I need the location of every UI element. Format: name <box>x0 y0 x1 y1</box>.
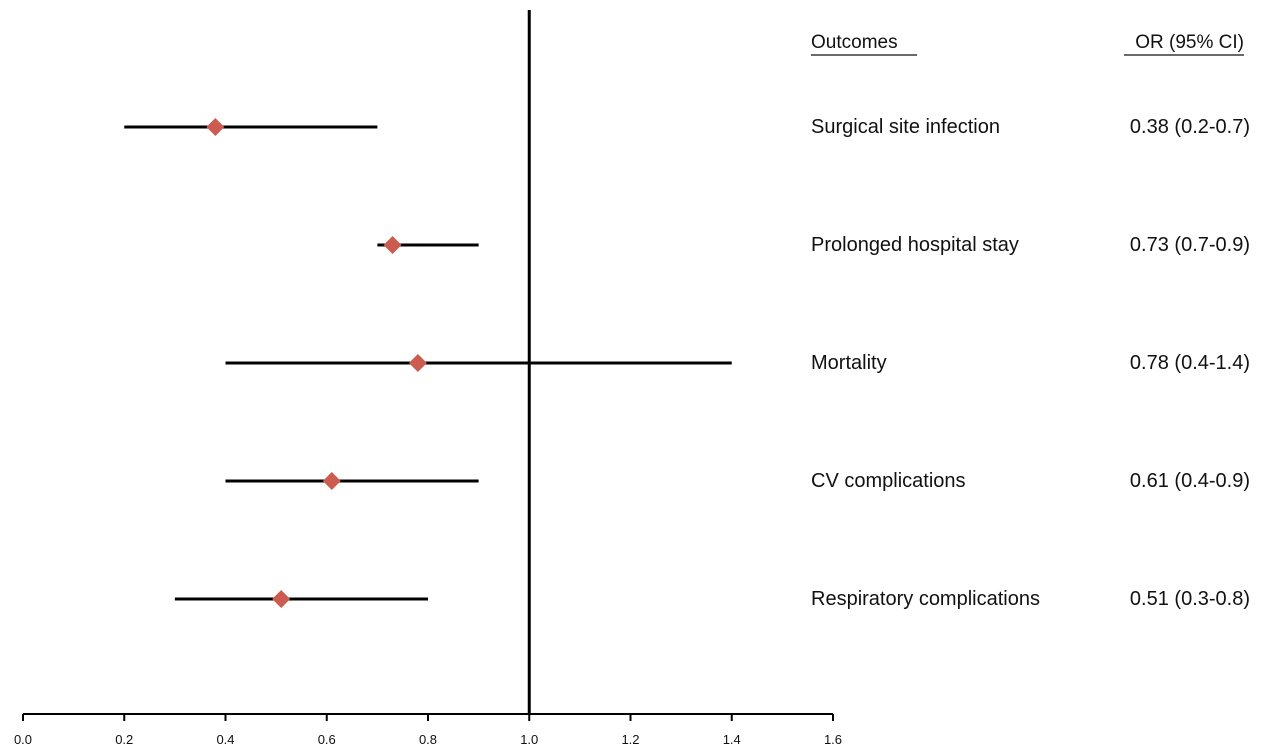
forest-row: Mortality 0.78 (0.4-1.4) <box>225 352 1250 374</box>
x-tick-label: 0.4 <box>216 732 234 747</box>
or-point-marker <box>206 118 225 136</box>
or-point-marker <box>322 472 341 490</box>
or-header: OR (95% CI) <box>1135 32 1244 53</box>
outcome-label: Prolonged hospital stay <box>811 234 1019 256</box>
or-ci-label: 0.51 (0.3-0.8) <box>1130 588 1250 610</box>
forest-row: Respiratory complications 0.51 (0.3-0.8) <box>174 588 1250 610</box>
outcome-label: Surgical site infection <box>811 116 1000 138</box>
forest-row: CV complications 0.61 (0.4-0.9) <box>225 470 1250 492</box>
or-point-marker <box>408 354 427 372</box>
or-ci-label: 0.61 (0.4-0.9) <box>1130 470 1250 492</box>
forest-rows: Surgical site infection 0.38 (0.2-0.7) Pro… <box>124 116 1250 610</box>
outcome-label: Respiratory complications <box>811 588 1040 610</box>
forest-row: Surgical site infection 0.38 (0.2-0.7) <box>124 116 1250 138</box>
or-point-marker <box>272 590 291 608</box>
x-tick-label: 1.4 <box>723 732 741 747</box>
x-tick-label: 0.6 <box>318 732 336 747</box>
outcome-label: Mortality <box>811 352 887 374</box>
x-tick-label: 1.6 <box>824 732 842 747</box>
x-tick-label: 0.8 <box>419 732 437 747</box>
x-tick-label: 0.2 <box>115 732 133 747</box>
x-tick-label: 1.2 <box>621 732 639 747</box>
or-ci-label: 0.38 (0.2-0.7) <box>1130 116 1250 138</box>
forest-row: Prolonged hospital stay 0.73 (0.7-0.9) <box>377 234 1250 256</box>
x-tick-label: 0.0 <box>14 732 32 747</box>
column-headers: Outcomes OR (95% CI) <box>811 32 1244 56</box>
x-axis: 0.0 0.2 0.4 0.6 0.8 1.0 1.2 1.4 1.6 <box>14 713 842 747</box>
or-point-marker <box>383 236 402 254</box>
or-ci-label: 0.73 (0.7-0.9) <box>1130 234 1250 256</box>
outcomes-header: Outcomes <box>811 32 898 53</box>
outcome-label: CV complications <box>811 470 966 492</box>
x-tick-label: 1.0 <box>520 732 538 747</box>
or-ci-label: 0.78 (0.4-1.4) <box>1130 352 1250 374</box>
